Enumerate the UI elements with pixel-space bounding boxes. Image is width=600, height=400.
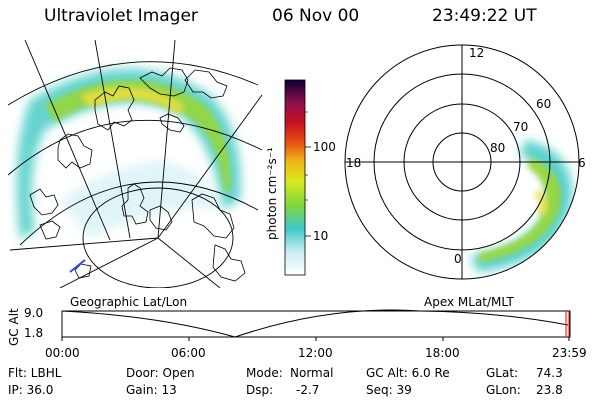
dsp-value: -2.7 <box>296 383 320 397</box>
altitude-ytick-low: 1.8 <box>24 326 44 340</box>
geo-lat-circle-2 <box>8 119 263 176</box>
polar-map <box>344 44 580 280</box>
geo-lat-circle-1 <box>8 61 259 106</box>
gain-field: Gain: 13 <box>126 383 177 397</box>
dsp-label: Dsp: <box>246 383 274 397</box>
lat-label-80: 80 <box>490 141 506 155</box>
geo-meridian-4 <box>157 94 263 239</box>
glat-label: GLat: <box>486 366 519 380</box>
colorbar-gradient <box>284 79 306 276</box>
altitude-xtick-0: 00:00 <box>45 346 80 360</box>
polar-panel-caption: Apex MLat/MLT <box>424 295 514 309</box>
lat-label-60: 60 <box>536 97 552 111</box>
altitude-ylabel: GC Alt <box>7 308 21 346</box>
aurora-peak-geo <box>80 87 185 115</box>
geo-meridian-7 <box>157 237 221 288</box>
geo-panel-caption: Geographic Lat/Lon <box>70 295 188 309</box>
altitude-xtick-3: 18:00 <box>425 346 460 360</box>
glon-label: GLon: <box>486 383 521 397</box>
app-title: Ultraviolet Imager <box>44 6 198 26</box>
geo-meridian-2 <box>94 40 131 239</box>
altitude-xtick-4: 23:59 <box>552 346 587 360</box>
colorbar-tick-10: 10 <box>313 229 329 243</box>
ip-field: IP: 36.0 <box>8 383 54 397</box>
colorbar-unit-label: photon cm⁻²s⁻¹ <box>265 147 279 240</box>
colorbar-tick-100: 100 <box>313 140 336 154</box>
mlt-label-12: 12 <box>469 46 485 60</box>
geo-meridian-3 <box>157 40 176 239</box>
mode-label: Mode: <box>246 366 283 380</box>
door-field: Door: Open <box>126 366 195 380</box>
geographic-map <box>8 40 263 288</box>
coastlines <box>29 67 246 282</box>
glat-value: 74.3 <box>536 366 563 380</box>
geo-meridian-1 <box>24 40 111 241</box>
mlt-label-0: 0 <box>454 252 462 266</box>
time-label: 23:49:22 UT <box>432 6 537 26</box>
altitude-plot <box>61 309 571 341</box>
date-label: 06 Nov 00 <box>272 6 360 26</box>
aurora-core-geo <box>45 80 231 192</box>
filter-field: Flt: LBHL <box>8 366 62 380</box>
glon-value: 23.8 <box>536 383 563 397</box>
geo-lat-circle-4 <box>82 187 234 288</box>
geo-meridian-6 <box>59 237 159 288</box>
satellite-track-mark <box>69 259 86 273</box>
altitude-ytick-high: 9.0 <box>24 306 44 320</box>
mlt-label-18: 18 <box>346 156 362 170</box>
colorbar <box>284 79 311 276</box>
altitude-curve <box>61 309 569 338</box>
gc-alt-field: GC Alt: 6.0 Re <box>366 366 450 380</box>
lat-label-70: 70 <box>513 120 529 134</box>
altitude-xtick-2: 12:00 <box>298 346 333 360</box>
seq-field: Seq: 39 <box>366 383 412 397</box>
geo-meridian-5 <box>9 237 159 251</box>
altitude-xtick-1: 06:00 <box>171 346 206 360</box>
aurora-core-polar <box>478 158 561 262</box>
mode-value: Normal <box>290 366 334 380</box>
mlt-label-6: 6 <box>578 156 586 170</box>
